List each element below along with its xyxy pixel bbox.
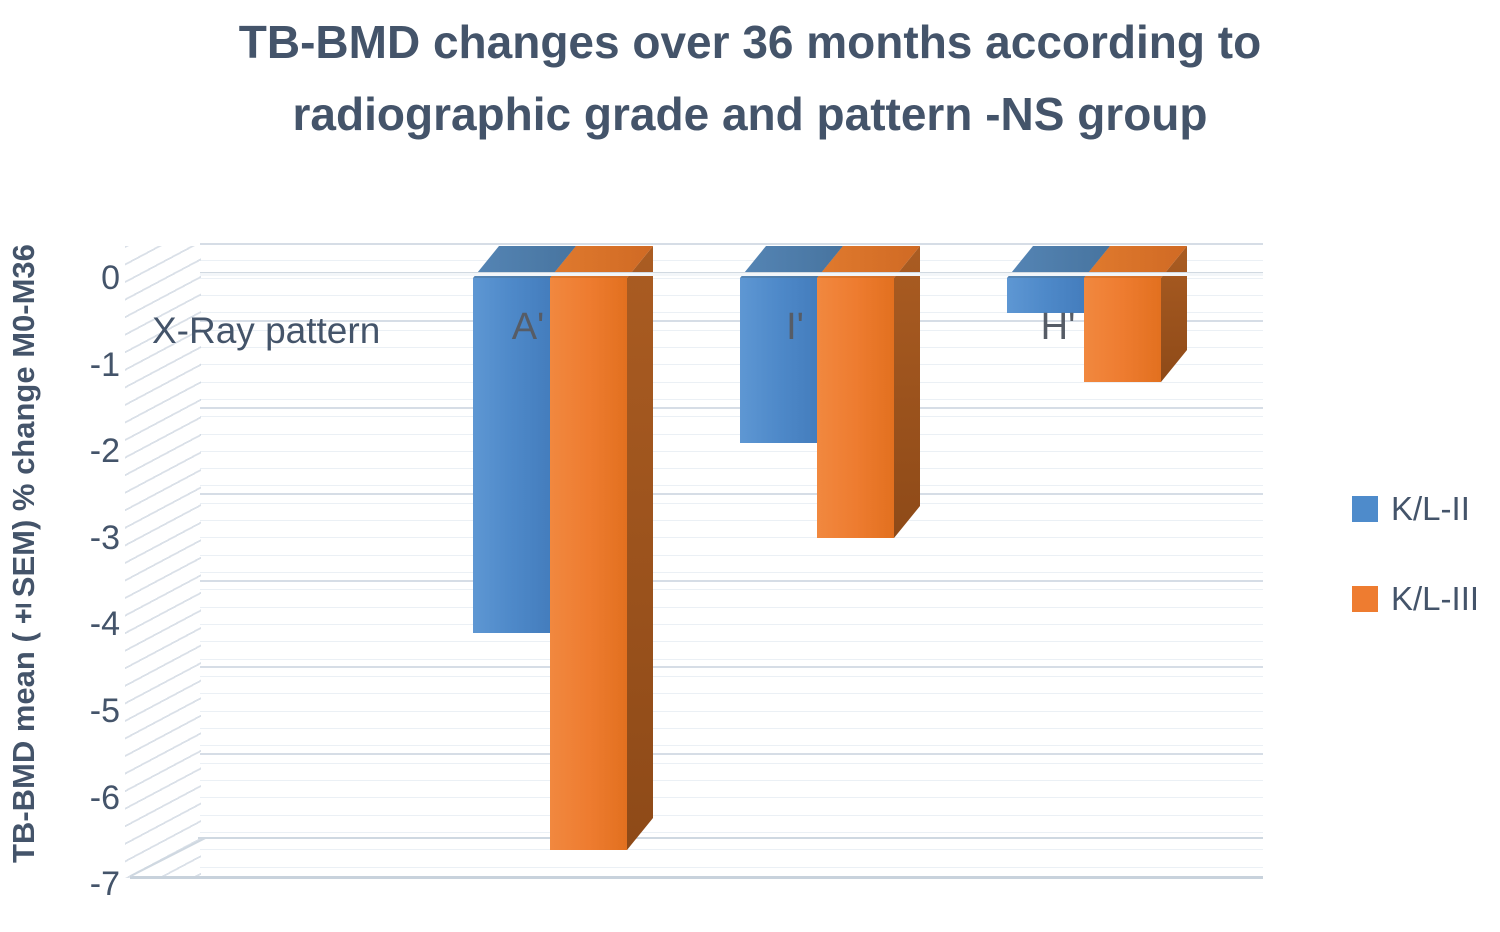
gridline-major xyxy=(200,320,1263,322)
gridline-major xyxy=(200,753,1263,755)
gridline-major xyxy=(200,243,1263,245)
y-tick-label: -5 xyxy=(89,692,120,730)
bar-side-kl-iii-a xyxy=(627,246,653,850)
bar-side-kl-iii-i xyxy=(894,246,920,538)
gridline xyxy=(200,589,1263,591)
gridline xyxy=(200,485,1263,487)
zero-gridline-overlay xyxy=(200,272,1263,276)
legend-label-kl-iii: K/L-III xyxy=(1391,580,1480,617)
x-ray-pattern-label: X-Ray pattern xyxy=(152,310,381,351)
gridline xyxy=(200,433,1263,435)
bar-front-kl-iii-h xyxy=(1084,278,1161,382)
legend-label-kl-ii: K/L-II xyxy=(1391,490,1470,527)
y-tick-label: -3 xyxy=(89,518,120,557)
gridline xyxy=(200,346,1263,348)
legend-swatch-kl-iii xyxy=(1352,586,1378,612)
legend-swatch-kl-ii xyxy=(1352,496,1378,522)
y-tick-label: -6 xyxy=(89,778,120,817)
category-label-a: A' xyxy=(511,306,545,348)
gridline xyxy=(200,779,1263,781)
chart-title: TB-BMD changes over 36 months according … xyxy=(0,6,1500,150)
gridline xyxy=(200,624,1263,626)
gridline xyxy=(200,312,1263,314)
gridline xyxy=(200,641,1263,643)
gridline xyxy=(200,727,1263,729)
gridline xyxy=(200,762,1263,764)
gridline xyxy=(200,554,1263,556)
chart-title-line-2: radiographic grade and pattern -NS group xyxy=(292,88,1208,140)
gridline xyxy=(200,814,1263,816)
gridline xyxy=(200,364,1263,366)
floor-back-edge xyxy=(198,837,1263,839)
left-wall-hatch xyxy=(125,246,201,878)
bar-front-kl-iii-i xyxy=(817,278,894,538)
gridline-major xyxy=(200,579,1263,582)
y-tick-label: 0 xyxy=(101,259,120,297)
bar-front-kl-iii-a xyxy=(550,278,627,850)
y-tick-label: -1 xyxy=(89,345,120,384)
legend: K/L-II K/L-III xyxy=(1352,490,1479,670)
gridline xyxy=(200,398,1263,400)
gridline xyxy=(200,260,1263,262)
gridline-major xyxy=(200,406,1263,409)
gridline xyxy=(200,606,1263,608)
gridline xyxy=(200,831,1263,833)
gridline xyxy=(200,329,1263,331)
gridline xyxy=(200,745,1263,747)
gridline xyxy=(200,520,1263,522)
gridline xyxy=(200,658,1263,660)
gridline xyxy=(200,866,1263,868)
gridline xyxy=(200,693,1263,695)
bar-front-kl-ii-i xyxy=(740,278,817,443)
gridline-major xyxy=(200,666,1263,669)
chart-title-line-1: TB-BMD changes over 36 months according … xyxy=(238,16,1262,68)
floor-front-edge xyxy=(130,876,1263,879)
bar-front-kl-ii-h xyxy=(1007,278,1084,313)
gridline xyxy=(200,537,1263,539)
gridline xyxy=(200,294,1263,296)
gridline xyxy=(200,468,1263,470)
y-tick-label: -4 xyxy=(89,605,120,644)
category-label-i: I' xyxy=(786,306,804,348)
gridline xyxy=(200,676,1263,677)
category-label-h: H' xyxy=(1040,306,1076,348)
gridline xyxy=(200,710,1263,712)
gridline-major xyxy=(200,493,1263,496)
gridline xyxy=(200,502,1263,504)
y-tick-label: -2 xyxy=(89,432,120,471)
legend-item-kl-iii: K/L-III xyxy=(1352,580,1479,618)
y-tick-label: -7 xyxy=(89,865,120,904)
gridline xyxy=(200,450,1263,452)
gridline xyxy=(200,381,1263,383)
gridline xyxy=(200,416,1263,418)
gridline xyxy=(200,849,1263,851)
bar-front-kl-ii-a xyxy=(473,278,550,633)
gridline xyxy=(200,797,1263,799)
gridline xyxy=(200,572,1263,574)
legend-item-kl-ii: K/L-II xyxy=(1352,490,1479,528)
gridline xyxy=(200,277,1263,279)
